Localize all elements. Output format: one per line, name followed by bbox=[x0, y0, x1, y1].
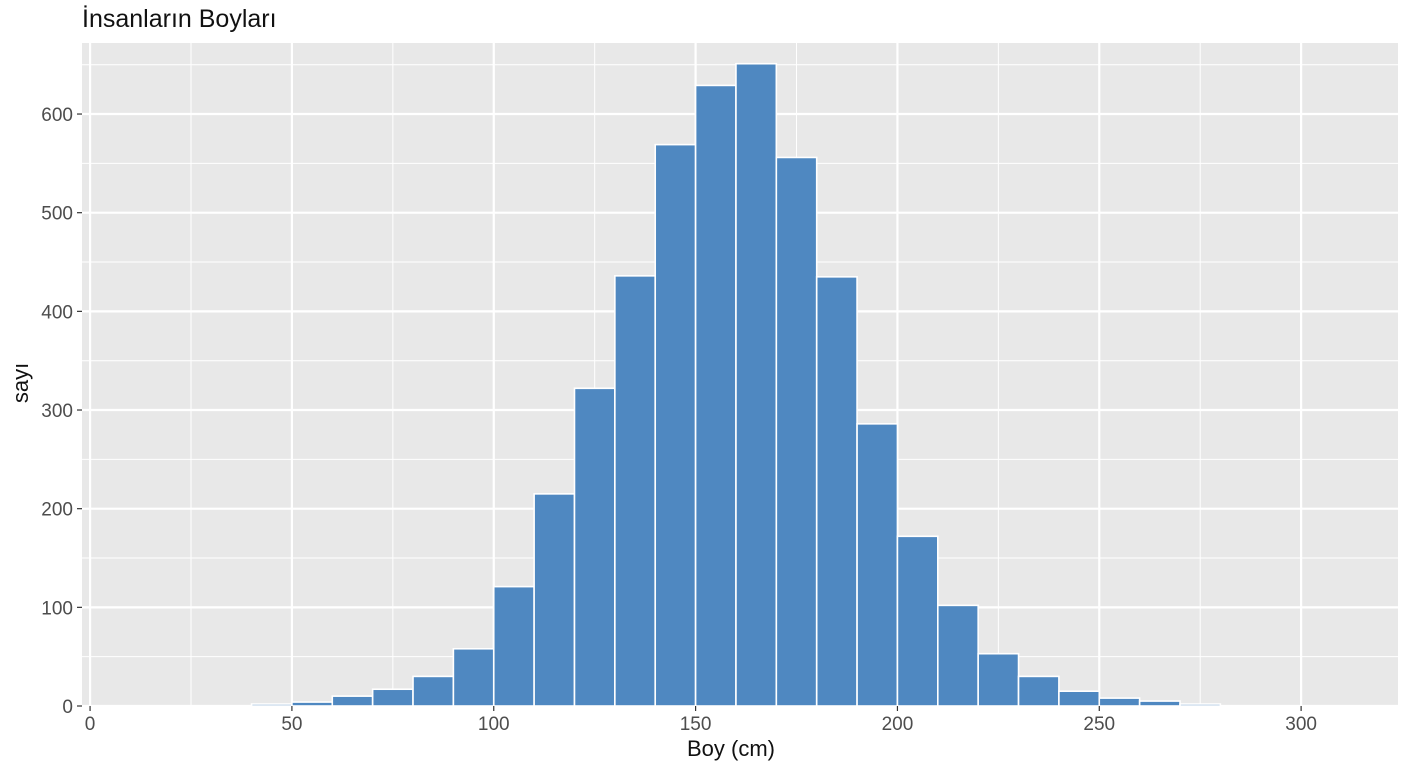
histogram-bars bbox=[250, 62, 1222, 707]
histogram-bar bbox=[573, 387, 616, 707]
histogram-bar bbox=[977, 652, 1020, 707]
histogram-bar bbox=[775, 156, 818, 707]
histogram-bar bbox=[250, 703, 293, 707]
histogram-bar bbox=[412, 675, 455, 707]
y-tick-label: 500 bbox=[41, 204, 73, 225]
y-tick-label: 600 bbox=[41, 105, 73, 126]
histogram-bar bbox=[937, 604, 979, 707]
histogram-bar bbox=[694, 84, 737, 707]
histogram-bar bbox=[492, 585, 535, 707]
x-tick-label: 150 bbox=[680, 714, 712, 735]
histogram-bar bbox=[371, 688, 414, 707]
histogram-bar bbox=[1017, 675, 1060, 707]
histogram-bar bbox=[1138, 700, 1181, 707]
histogram-bar bbox=[815, 276, 858, 707]
x-tick-label: 0 bbox=[85, 714, 96, 735]
y-tick-label: 300 bbox=[41, 401, 73, 422]
histogram-bar bbox=[533, 493, 576, 707]
x-axis-title: Boy (cm) bbox=[687, 736, 775, 761]
histogram-bar bbox=[1098, 697, 1141, 707]
y-axis-ticks: 0 100 200 300 400 500 600 bbox=[41, 105, 82, 718]
x-tick-label: 50 bbox=[281, 714, 302, 735]
histogram-bar bbox=[291, 701, 334, 707]
y-tick-label: 100 bbox=[41, 598, 73, 619]
histogram-bar bbox=[1179, 703, 1222, 707]
y-tick-label: 200 bbox=[41, 500, 73, 521]
y-tick-label: 0 bbox=[62, 697, 73, 718]
histogram-bar bbox=[856, 423, 899, 707]
histogram-bar bbox=[735, 62, 778, 707]
chart-title: İnsanların Boyları bbox=[82, 4, 277, 33]
x-tick-label: 300 bbox=[1285, 714, 1317, 735]
histogram-bar bbox=[1058, 690, 1101, 707]
histogram-bar bbox=[614, 275, 657, 707]
x-axis-ticks: 0 50 100 150 200 250 300 bbox=[85, 706, 1317, 735]
x-tick-label: 250 bbox=[1083, 714, 1115, 735]
histogram-bar bbox=[896, 535, 939, 707]
histogram-bar bbox=[654, 143, 697, 707]
x-tick-label: 200 bbox=[882, 714, 914, 735]
histogram-bar bbox=[331, 695, 374, 707]
x-tick-label: 100 bbox=[478, 714, 510, 735]
histogram-bar bbox=[452, 647, 495, 707]
y-axis-title: sayı bbox=[8, 363, 33, 403]
y-tick-label: 400 bbox=[41, 302, 73, 323]
